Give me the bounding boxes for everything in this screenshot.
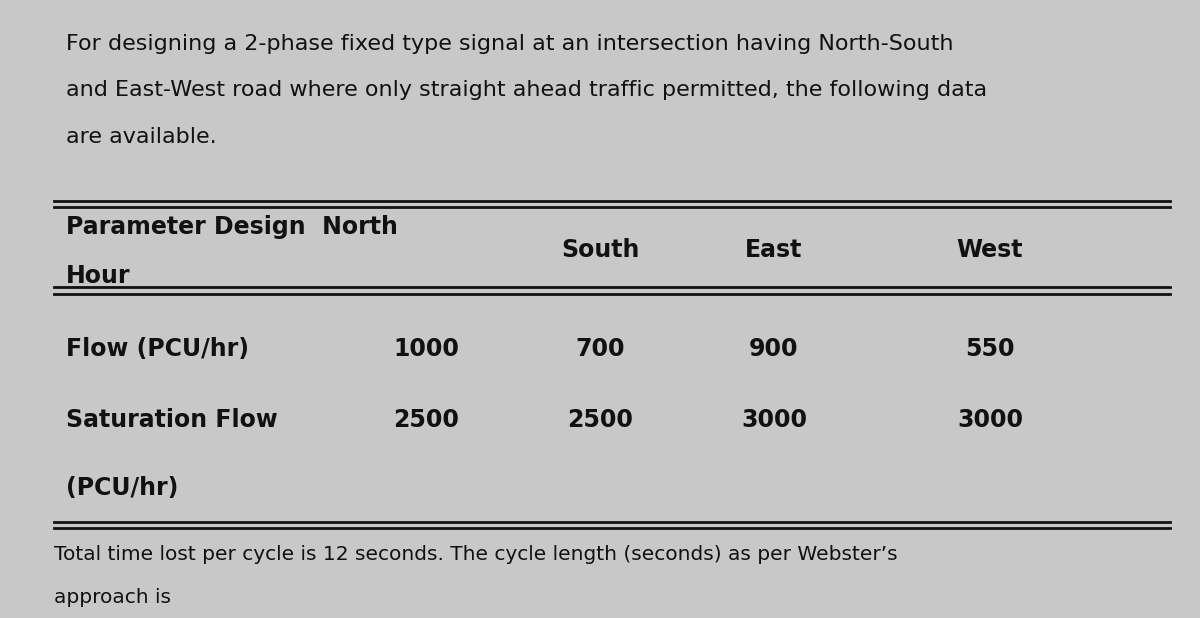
- Text: East: East: [745, 239, 803, 262]
- Text: For designing a 2-phase fixed type signal at an intersection having North-South: For designing a 2-phase fixed type signa…: [66, 34, 954, 54]
- Text: 700: 700: [575, 337, 625, 361]
- Text: (PCU/hr): (PCU/hr): [66, 476, 179, 500]
- Text: 900: 900: [749, 337, 799, 361]
- Text: are available.: are available.: [66, 127, 217, 146]
- Text: West: West: [956, 239, 1024, 262]
- Text: Flow (PCU/hr): Flow (PCU/hr): [66, 337, 250, 361]
- Text: 2500: 2500: [568, 408, 632, 432]
- Text: 3000: 3000: [742, 408, 808, 432]
- Text: Hour: Hour: [66, 265, 131, 288]
- Text: approach is: approach is: [54, 588, 172, 607]
- Text: 550: 550: [965, 337, 1015, 361]
- Text: 3000: 3000: [958, 408, 1022, 432]
- Text: Saturation Flow: Saturation Flow: [66, 408, 277, 432]
- Text: and East-West road where only straight ahead traffic permitted, the following da: and East-West road where only straight a…: [66, 80, 988, 100]
- Text: South: South: [560, 239, 640, 262]
- Text: 1000: 1000: [394, 337, 458, 361]
- Text: Parameter Design  North: Parameter Design North: [66, 215, 398, 239]
- Text: Total time lost per cycle is 12 seconds. The cycle length (seconds) as per Webst: Total time lost per cycle is 12 seconds.…: [54, 545, 898, 564]
- Text: 2500: 2500: [394, 408, 458, 432]
